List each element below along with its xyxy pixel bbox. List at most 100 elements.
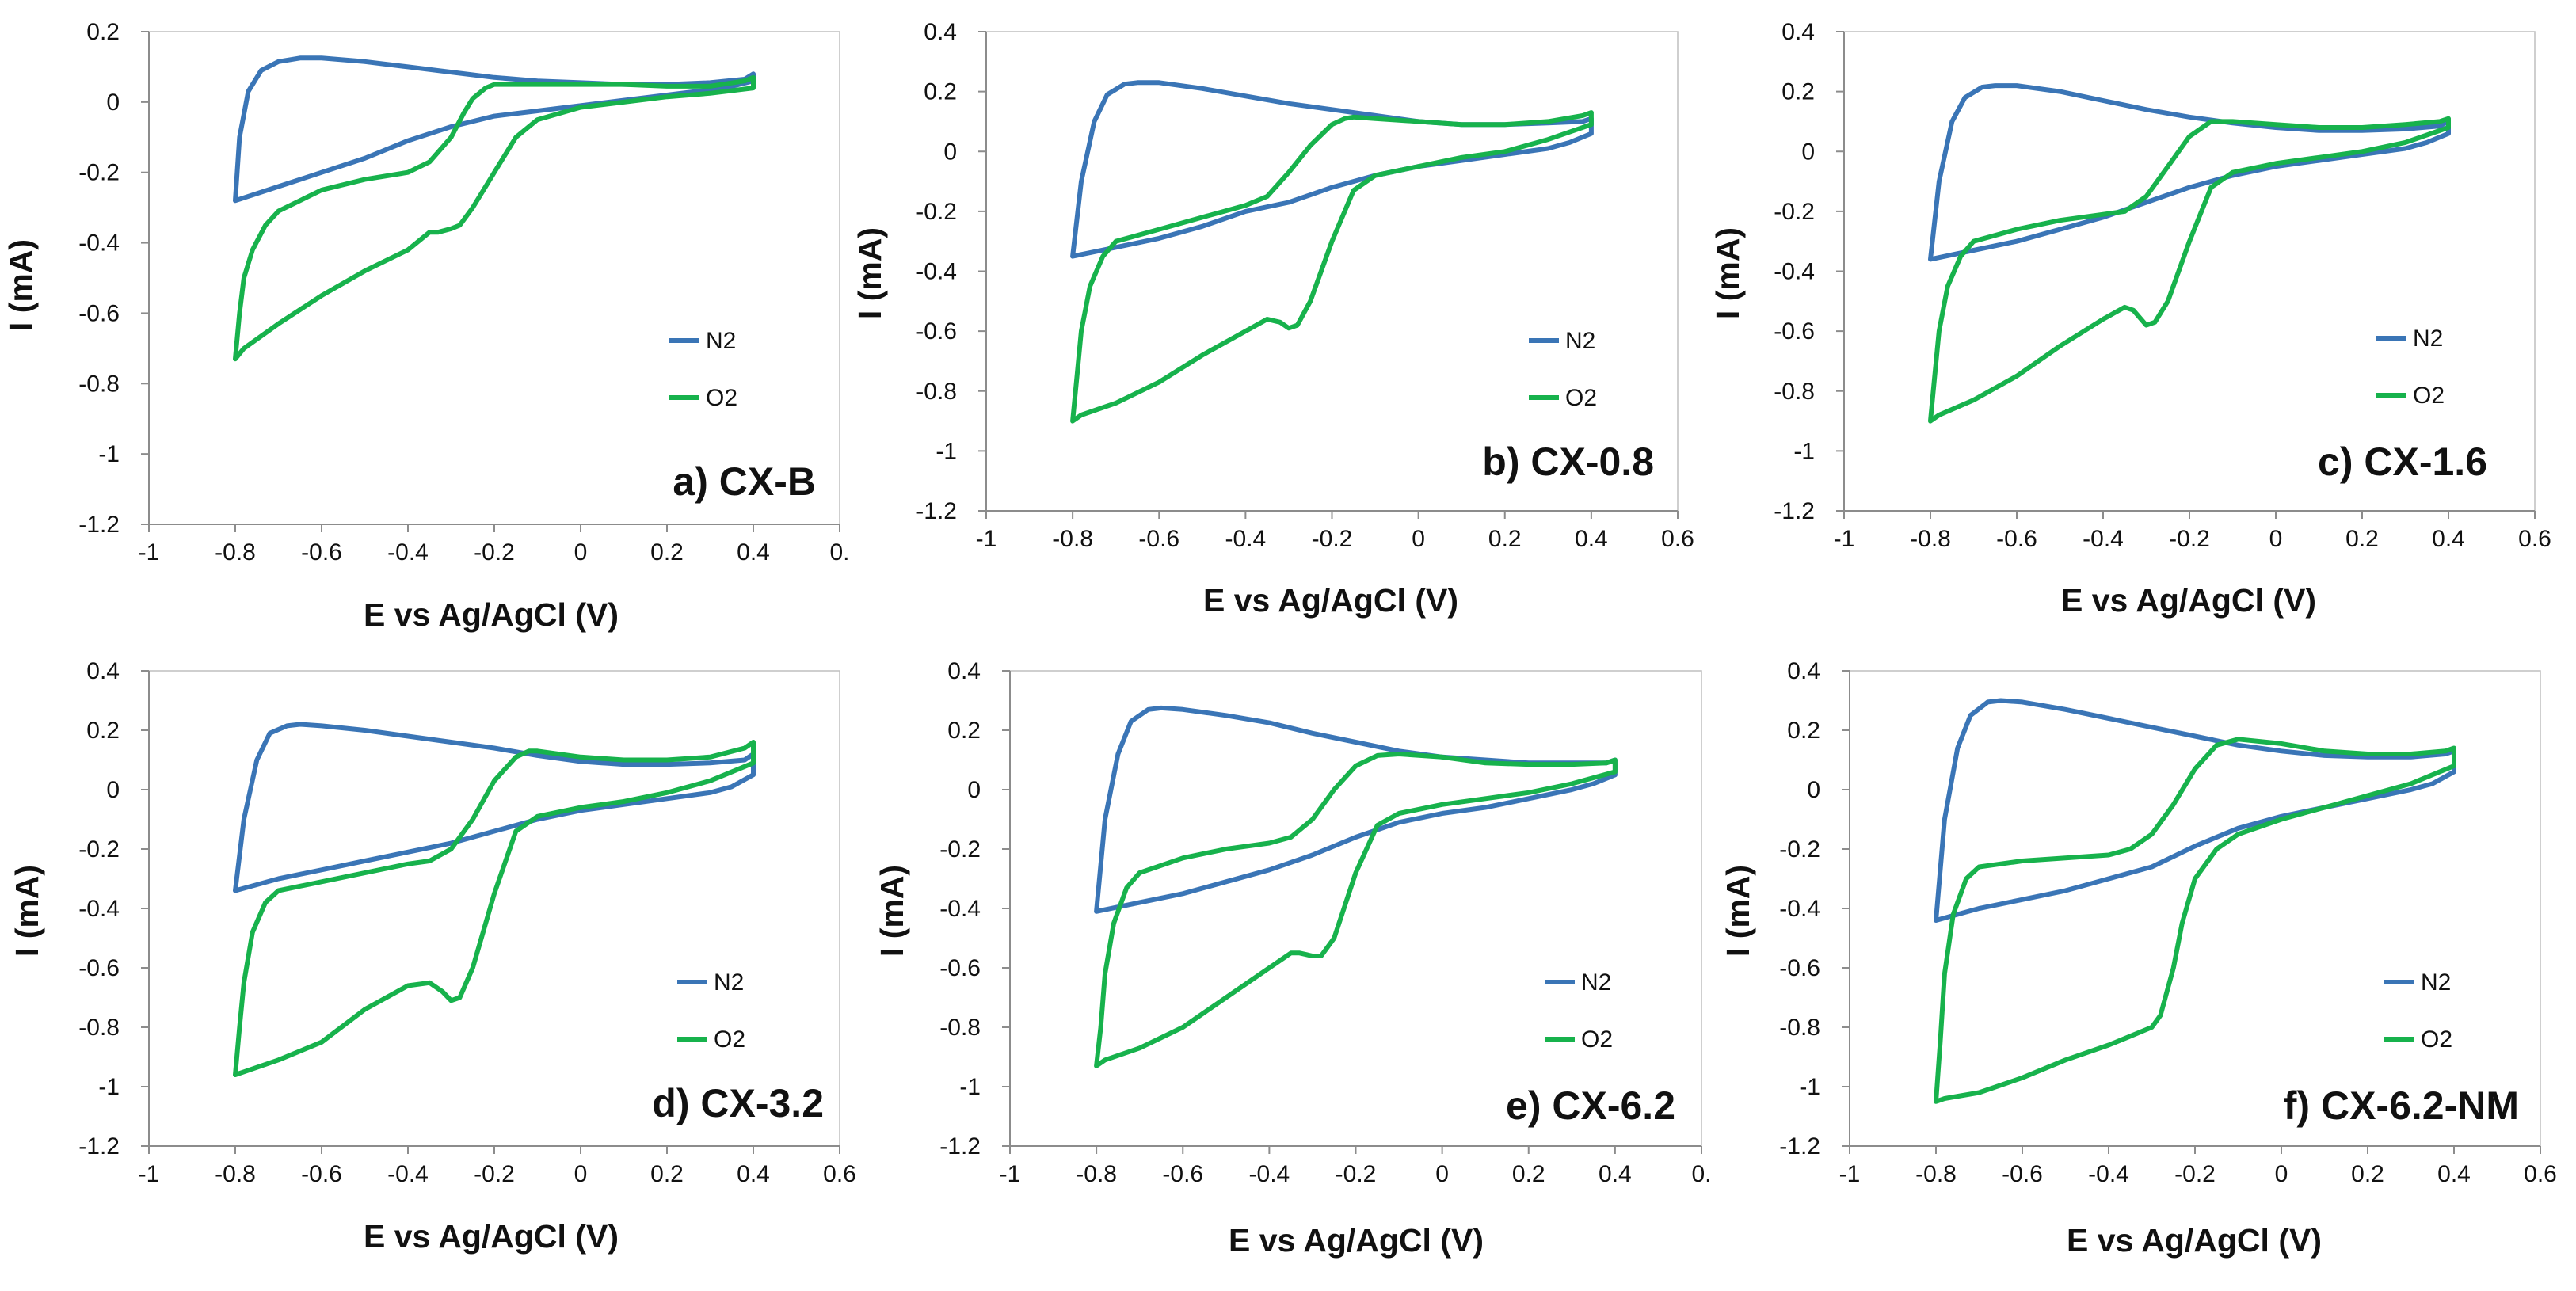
y-axis-label: I (mA) — [1720, 865, 1756, 957]
x-tick-label: -0.6 — [1138, 526, 1179, 552]
x-tick-label: 0.6 — [823, 1161, 856, 1187]
legend-label-n2: N2 — [2421, 969, 2451, 996]
x-tick-label: -0.8 — [1052, 526, 1093, 552]
legend-label-n2: N2 — [714, 969, 744, 996]
y-tick-label: 0.4 — [1781, 19, 1815, 45]
x-tick-label: -0.6 — [1162, 1161, 1203, 1187]
x-tick-label: 0 — [2275, 1161, 2288, 1187]
y-tick-label: -0.8 — [916, 379, 957, 405]
x-tick-label: -0.8 — [1915, 1161, 1957, 1187]
y-tick-label: -1 — [1799, 1074, 1820, 1100]
x-tick-label: 0.2 — [1512, 1161, 1545, 1187]
x-tick-label: -0.2 — [474, 539, 515, 566]
x-tick-label: 0.4 — [2432, 526, 2465, 552]
x-tick-label: 0.2 — [650, 1161, 684, 1187]
panel-title: d) CX-3.2 — [652, 1081, 824, 1125]
x-tick-label: -0.6 — [301, 1161, 342, 1187]
x-axis-label: E vs Ag/AgCl (V) — [364, 1218, 619, 1255]
legend-label-o2: O2 — [706, 385, 737, 411]
x-tick-label: 0 — [2269, 526, 2283, 552]
legend-label-n2: N2 — [1565, 328, 1595, 354]
y-axis-label: I (mA) — [9, 865, 45, 957]
y-axis-label: I (mA) — [874, 865, 910, 957]
x-tick-label: 0.2 — [2351, 1161, 2384, 1187]
panel-title: f) CX-6.2-NM — [2284, 1083, 2519, 1128]
y-tick-label: 0.2 — [947, 718, 981, 744]
y-tick-label: -0.8 — [939, 1015, 981, 1041]
y-tick-label: 0.4 — [1787, 658, 1820, 684]
legend-label-n2: N2 — [1581, 969, 1611, 996]
y-tick-label: -0.2 — [916, 199, 957, 225]
x-tick-label: -0.2 — [1312, 526, 1353, 552]
y-tick-label: -1.2 — [1774, 498, 1815, 524]
y-tick-label: 0.2 — [924, 79, 957, 105]
x-axis-label: E vs Ag/AgCl (V) — [2067, 1222, 2322, 1259]
x-tick-label: -0.8 — [215, 1161, 256, 1187]
series-line-n2 — [1934, 698, 2456, 923]
x-tick-label: -0.4 — [2083, 526, 2124, 552]
series-line-o2 — [1928, 116, 2451, 424]
y-axis-label: I (mA) — [852, 227, 888, 319]
x-tick-label: -0.4 — [2088, 1161, 2129, 1187]
y-tick-label: 0 — [943, 139, 957, 165]
chart-panel-4: -1 -0.8 -0.6 -0.4 -0.2 0 0.2 0.4 0.6 0.4 0.2 0 -0.2 -… — [9, 658, 856, 1255]
x-tick-label: 0 — [574, 1161, 588, 1187]
panel-title: b) CX-0.8 — [1482, 440, 1654, 484]
x-tick-label: -0.2 — [474, 1161, 515, 1187]
plot-area-frame — [148, 31, 840, 525]
y-axis-label: I (mA) — [2, 239, 39, 331]
panel-title: e) CX-6.2 — [1506, 1083, 1675, 1128]
series-line-o2 — [233, 740, 756, 1077]
x-tick-label: 0.2 — [650, 539, 684, 566]
y-tick-label: -1 — [936, 438, 957, 464]
series-line-n2 — [1094, 705, 1618, 914]
x-axis-label: E vs Ag/AgCl (V) — [2061, 582, 2316, 619]
y-tick-label: -0.2 — [1779, 836, 1820, 863]
x-tick-label: -1 — [1000, 1161, 1021, 1187]
x-tick-label: 0 — [574, 539, 588, 566]
series-line-o2 — [1934, 737, 2456, 1104]
y-tick-label: -0.8 — [78, 1015, 120, 1041]
x-tick-label: -0.8 — [1076, 1161, 1117, 1187]
chart-panel-6: -1 -0.8 -0.6 -0.4 -0.2 0 0.2 0.4 0.6 0.4 0.2 0 -0.2 -… — [1720, 658, 2557, 1259]
legend-label-o2: O2 — [714, 1026, 745, 1053]
x-tick-label: 0 — [1435, 1161, 1449, 1187]
series-line-n2 — [1928, 83, 2451, 262]
y-tick-label: -1 — [959, 1074, 981, 1100]
y-tick-label: -0.4 — [78, 230, 120, 257]
series-line-n2 — [1070, 80, 1594, 259]
legend-label-o2: O2 — [2413, 383, 2445, 409]
y-tick-label: 0.2 — [86, 19, 120, 45]
y-tick-label: -0.4 — [1779, 896, 1820, 922]
y-tick-label: -0.8 — [1774, 379, 1815, 405]
x-tick-label: -0.4 — [1249, 1161, 1290, 1187]
x-tick-label: 0.4 — [2437, 1161, 2471, 1187]
x-axis-label: E vs Ag/AgCl (V) — [1229, 1222, 1484, 1259]
chart-panel-3: -1 -0.8 -0.6 -0.4 -0.2 0 0.2 0.4 0.6 0.4 0.2 0 -0.2 -… — [1709, 19, 2551, 619]
y-tick-label: 0 — [967, 777, 981, 803]
x-tick-label: 0. — [829, 539, 849, 566]
x-tick-label: 0. — [1691, 1161, 1711, 1187]
y-tick-label: 0 — [1801, 139, 1815, 165]
y-tick-label: -1 — [98, 1074, 120, 1100]
y-tick-label: -1.2 — [78, 512, 120, 538]
panel-title: c) CX-1.6 — [2318, 440, 2487, 484]
x-tick-label: -1 — [139, 539, 160, 566]
x-tick-label: 0.2 — [1488, 526, 1522, 552]
x-tick-label: -0.4 — [387, 539, 429, 566]
y-tick-label: -0.2 — [78, 836, 120, 863]
x-tick-label: -0.8 — [1910, 526, 1951, 552]
x-tick-label: 0.6 — [1661, 526, 1694, 552]
series-line-n2 — [233, 722, 756, 893]
y-tick-label: 0.2 — [1787, 718, 1820, 744]
y-axis-label: I (mA) — [1709, 227, 1746, 319]
x-tick-label: 0.2 — [2345, 526, 2379, 552]
legend-label-o2: O2 — [1581, 1026, 1613, 1053]
x-tick-label: 0.6 — [2518, 526, 2551, 552]
x-tick-label: 0.4 — [1575, 526, 1608, 552]
legend-label-o2: O2 — [2421, 1026, 2452, 1053]
x-tick-label: 0.4 — [737, 539, 770, 566]
y-tick-label: -0.2 — [1774, 199, 1815, 225]
y-tick-label: 0.4 — [86, 658, 120, 684]
x-tick-label: -0.8 — [215, 539, 256, 566]
